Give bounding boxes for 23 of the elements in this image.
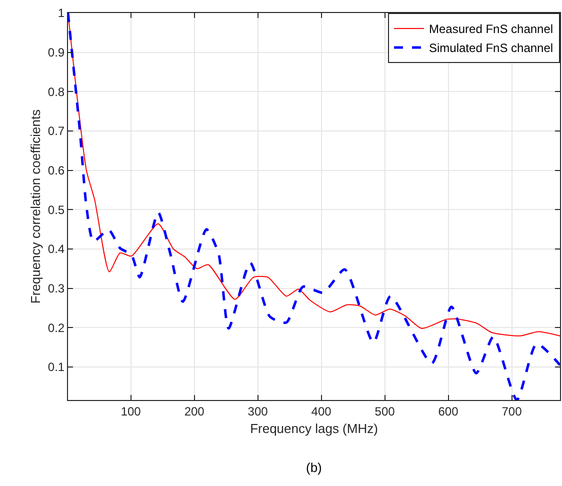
y-tick-label: 1 [58,6,65,20]
y-tick-label: 0.7 [48,124,65,138]
text: (b) [306,460,322,475]
legend-label: Measured FnS channel [429,22,554,36]
x-tick-label: 100 [120,404,142,418]
x-tick-label: 700 [502,404,522,418]
x-tick-label: 300 [248,404,268,418]
x-axis-title: Frequency lags (MHz) [250,421,378,436]
y-tick-label: 0.1 [48,360,65,374]
y-tick-label: 0.6 [48,164,65,178]
legend-label: Simulated FnS channel [429,41,554,56]
x-tick-label: 400 [311,404,332,418]
y-tick-label: 0.5 [48,202,65,217]
x-tick-label: 500 [374,404,396,418]
y-axis-title: Frequency correlation coefficients [28,108,43,304]
y-tick-label: 0.8 [48,84,65,99]
x-tick-label: 600 [438,404,459,418]
y-tick-label: 0.3 [48,282,65,296]
y-tick-label: 0.9 [48,46,65,60]
y-tick-label: 0.4 [48,242,65,256]
line-series [68,13,560,400]
x-tick-label: 200 [184,404,205,418]
y-tick-label: 0.2 [48,320,65,335]
